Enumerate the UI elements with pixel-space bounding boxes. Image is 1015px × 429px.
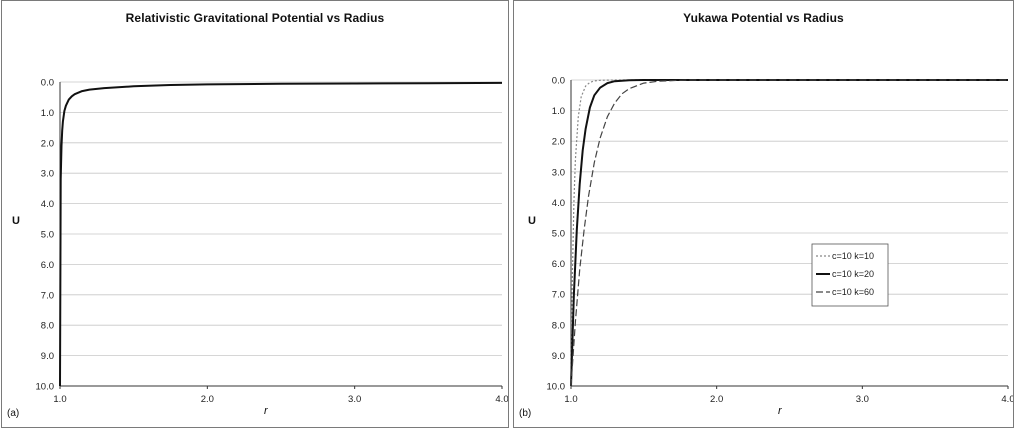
y-tick-label: 8.0 (552, 320, 565, 331)
chart-panel-a: Relativistic Gravitational Potential vs … (1, 0, 509, 428)
panel-label: (a) (7, 408, 20, 419)
chart-panel-b: Yukawa Potential vs Radius U r (b) 0.0 1.… (513, 0, 1014, 428)
y-tick-label: 6.0 (41, 260, 54, 271)
y-tick-label: 10.0 (36, 382, 55, 393)
x-tick-label: 2.0 (201, 394, 214, 405)
legend-entry: c=10 k=20 (832, 269, 874, 279)
y-axis-label: U (12, 215, 20, 227)
y-tick-label: 8.0 (41, 321, 54, 332)
y-tick-label: 9.0 (552, 351, 565, 362)
y-tick-label: 1.0 (552, 106, 565, 117)
x-tick-label: 3.0 (348, 394, 361, 405)
y-tick-label: 4.0 (552, 198, 565, 209)
x-tick-label: 1.0 (564, 394, 577, 405)
chart-title: Yukawa Potential vs Radius (683, 11, 844, 25)
y-tick-label: 7.0 (41, 290, 54, 301)
y-tick-label: 1.0 (41, 108, 54, 119)
y-tick-label: 9.0 (41, 351, 54, 362)
legend-entry: c=10 k=60 (832, 287, 874, 297)
x-axis-label: r (778, 405, 782, 417)
y-axis-label: U (528, 215, 536, 227)
panel-label: (b) (519, 408, 532, 419)
x-tick-label: 1.0 (53, 394, 66, 405)
y-tick-label: 2.0 (41, 138, 54, 149)
y-tick-label: 7.0 (552, 290, 565, 301)
legend-entry: c=10 k=10 (832, 251, 874, 261)
y-tick-label: 3.0 (552, 167, 565, 178)
y-tick-label: 5.0 (41, 230, 54, 241)
y-tick-label: 10.0 (547, 382, 566, 393)
plot-area: 0.01.02.03.04.05.06.07.08.09.010.01.0 2.0… (547, 76, 1014, 406)
x-tick-label: 2.0 (710, 394, 723, 405)
y-tick-label: 6.0 (552, 259, 565, 270)
x-tick-label: 4.0 (1001, 394, 1013, 405)
series-line-3 (570, 79, 1008, 387)
y-tick-label: 2.0 (552, 137, 565, 148)
x-axis-label: r (264, 405, 268, 417)
chart-title: Relativistic Gravitational Potential vs … (125, 11, 385, 25)
y-tick-label: 3.0 (41, 169, 54, 180)
y-tick-label: 0.0 (41, 78, 54, 89)
series-line-1 (59, 81, 503, 387)
y-tick-label: 0.0 (552, 76, 565, 87)
plot-area: 0.01.02.03.04.05.06.07.08.09.010.01.0 2.0… (36, 78, 509, 406)
y-tick-label: 4.0 (41, 199, 54, 210)
x-tick-label: 3.0 (856, 394, 869, 405)
y-tick-label: 5.0 (552, 229, 565, 240)
x-tick-label: 4.0 (495, 394, 508, 405)
